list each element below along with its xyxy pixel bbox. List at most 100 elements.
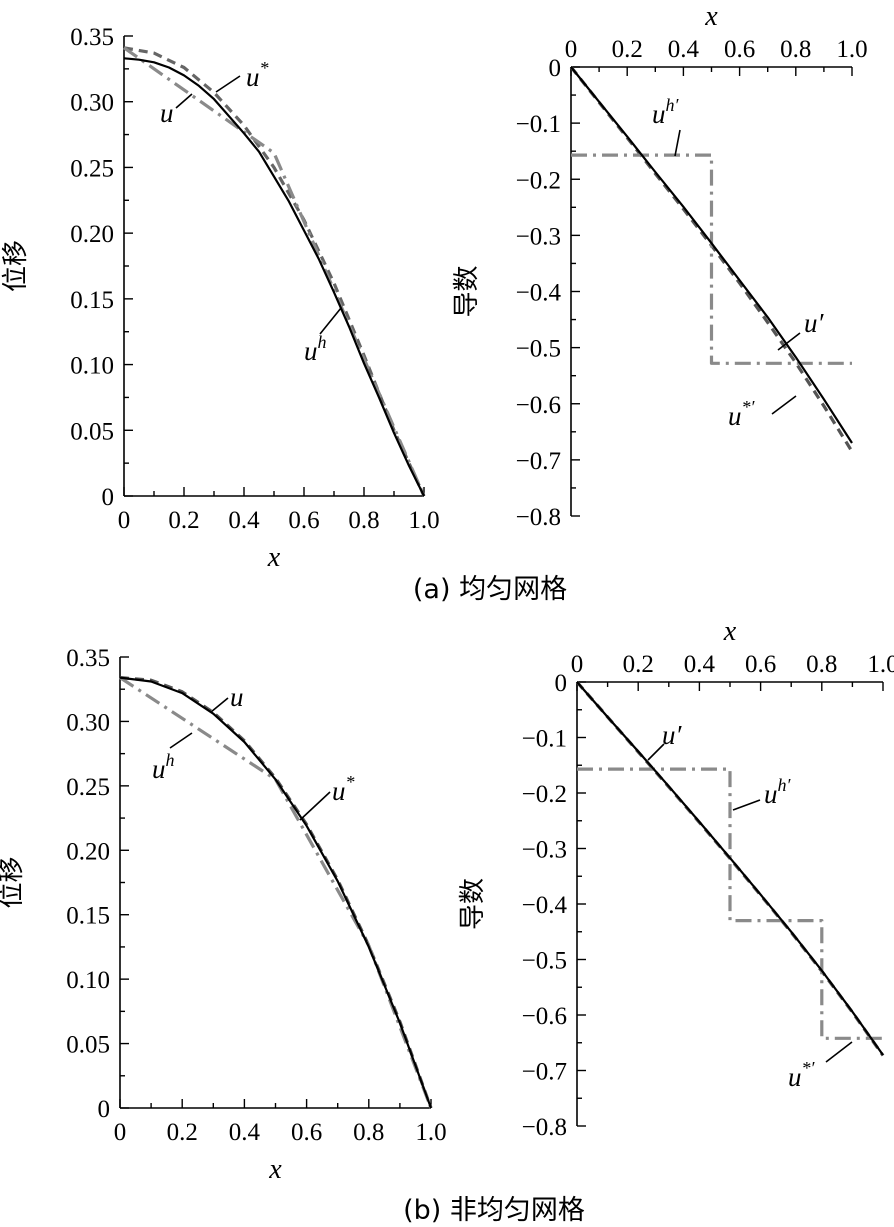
y-tick-label: −0.7: [522, 1059, 567, 1086]
y-tick-label: 0.30: [70, 90, 114, 117]
chart-a-displacement: 0 0.2 0.4 0.6 0.8 1.0 x 0 0.05 0.10 0.15 0.20 0.25 0.…: [1, 24, 440, 573]
x-tick-label: 1.0: [867, 651, 894, 678]
y-tick-label: −0.1: [522, 726, 567, 753]
y-axis-label: 位移: [0, 856, 27, 908]
svg-text:u*: u*: [246, 58, 269, 92]
y-tick-label: 0.05: [70, 418, 114, 445]
y-axis-label: 导数: [458, 878, 488, 930]
x-tick-label: 0.8: [353, 1119, 384, 1146]
y-tick-label: 0.05: [66, 1032, 110, 1059]
annotation-b-right-ustar: u*′: [788, 1041, 853, 1092]
y-tick-label: 0.30: [66, 709, 110, 736]
x-tick-label: 0.2: [167, 1119, 198, 1146]
series-line-ustar: [123, 46, 426, 497]
annotation-a-right-u: u′: [777, 308, 825, 351]
series-line-u-prime: [570, 66, 853, 444]
x-tick-label: 0.2: [623, 651, 654, 678]
y-tick-label: −0.2: [522, 781, 567, 808]
x-tick-label: 0: [118, 507, 131, 534]
series-line-uh: [119, 676, 433, 1109]
y-tick-label: 0.10: [70, 353, 114, 380]
x-axis-label: x: [268, 1154, 282, 1185]
x-axis-label: x: [267, 542, 281, 573]
x-tick-label: 0.6: [291, 1119, 322, 1146]
caption-b: (b) 非均匀网格: [403, 1195, 585, 1226]
series-line-u: [123, 57, 425, 497]
x-tick-label: 1.0: [415, 1119, 446, 1146]
annotation-b-left-ustar: u*: [299, 772, 355, 821]
annotation-b-right-u: u′: [647, 720, 683, 761]
y-tick-label: −0.1: [516, 111, 561, 138]
chart-a-derivative: 0 0.2 0.4 0.6 0.8 1.0 x 0 −0.1 −0.2 −0.3 −0.4 −0.5 −0…: [452, 1, 868, 531]
x-axis-label: x: [704, 1, 718, 32]
y-tick-label: −0.3: [516, 223, 561, 250]
x-tick-label: 0: [565, 36, 578, 63]
annotation-b-left-u: u: [210, 682, 244, 713]
y-tick-label: 0.35: [70, 24, 114, 51]
x-tick-label: 0.6: [724, 36, 755, 63]
svg-text:uh: uh: [152, 750, 175, 784]
y-tick-label: 0.20: [66, 838, 110, 865]
series-line-ustar: [119, 676, 433, 1109]
x-tick-label: 0.4: [228, 507, 260, 534]
y-tick-label: 0.15: [70, 287, 114, 314]
y-tick-label: −0.4: [516, 280, 562, 307]
y-tick-label: 0: [555, 670, 568, 697]
y-tick-label: 0: [98, 1096, 111, 1123]
y-tick-label: 0.25: [70, 155, 114, 182]
svg-text:u′: u′: [804, 308, 825, 338]
y-tick-label: 0.25: [66, 774, 110, 801]
chart-b-displacement: 0 0.2 0.4 0.6 0.8 1.0 x 0 0.05 0.10 0.15 0.20 0.25 0.…: [0, 645, 447, 1185]
annotation-a-left-ustar: u*: [215, 58, 269, 93]
y-tick-label: −0.5: [522, 948, 567, 975]
x-tick-label: 0.4: [229, 1119, 261, 1146]
svg-text:u: u: [160, 98, 174, 128]
y-tick-label: −0.6: [522, 1003, 567, 1030]
svg-text:uh′: uh′: [764, 775, 792, 809]
y-axis-label: 位移: [1, 240, 31, 292]
annotation-a-right-ustar: u*′: [728, 395, 797, 431]
y-tick-label: −0.7: [516, 448, 561, 475]
annotation-a-left-u: u: [160, 93, 193, 128]
series-line-u: [119, 676, 433, 1109]
svg-text:u: u: [230, 682, 244, 712]
svg-text:u′: u′: [662, 720, 683, 750]
caption-a: (a) 均匀网格: [413, 574, 567, 605]
x-tick-label: 0.8: [780, 36, 811, 63]
x-axis-label: x: [723, 616, 737, 647]
y-tick-label: −0.6: [516, 392, 561, 419]
series-line-ustar-prime: [569, 66, 854, 453]
x-tick-label: 0.2: [612, 36, 643, 63]
x-tick-label: 0.8: [348, 507, 379, 534]
x-tick-label: 0.6: [288, 507, 319, 534]
x-tick-label: 0.2: [168, 507, 199, 534]
x-tick-label: 0.6: [745, 651, 776, 678]
x-tick-label: 1.0: [408, 507, 439, 534]
svg-text:u*: u*: [332, 772, 355, 806]
annotation-a-right-uh: uh′: [652, 95, 681, 157]
y-tick-label: 0.15: [66, 903, 110, 930]
y-tick-label: −0.2: [516, 167, 561, 194]
annotation-a-left-uh: uh: [304, 307, 342, 366]
y-tick-label: −0.8: [522, 1114, 567, 1141]
y-axis-label: 导数: [452, 265, 482, 317]
annotation-b-left-uh: uh: [152, 732, 193, 784]
chart-b-derivative: 0 0.2 0.4 0.6 0.8 1.0 x 0 −0.1 −0.2 −0.3 −0.4 −0.5 −0…: [458, 616, 894, 1141]
x-tick-label: 0.8: [806, 651, 837, 678]
svg-text:u*′: u*′: [788, 1058, 816, 1092]
y-tick-label: 0.10: [66, 967, 110, 994]
x-tick-label: 0: [571, 651, 584, 678]
y-tick-label: −0.8: [516, 504, 561, 531]
series-line-u-prime: [576, 681, 884, 1056]
y-tick-label: 0: [102, 484, 115, 511]
y-tick-label: 0: [549, 55, 562, 82]
x-tick-label: 0: [114, 1119, 127, 1146]
x-tick-label: 1.0: [836, 36, 867, 63]
svg-text:uh′: uh′: [652, 95, 680, 129]
y-tick-label: −0.3: [522, 837, 567, 864]
svg-text:uh: uh: [304, 332, 327, 366]
annotation-b-right-uh: uh′: [732, 775, 792, 811]
svg-text:u*′: u*′: [728, 397, 756, 431]
x-tick-label: 0.4: [668, 36, 700, 63]
